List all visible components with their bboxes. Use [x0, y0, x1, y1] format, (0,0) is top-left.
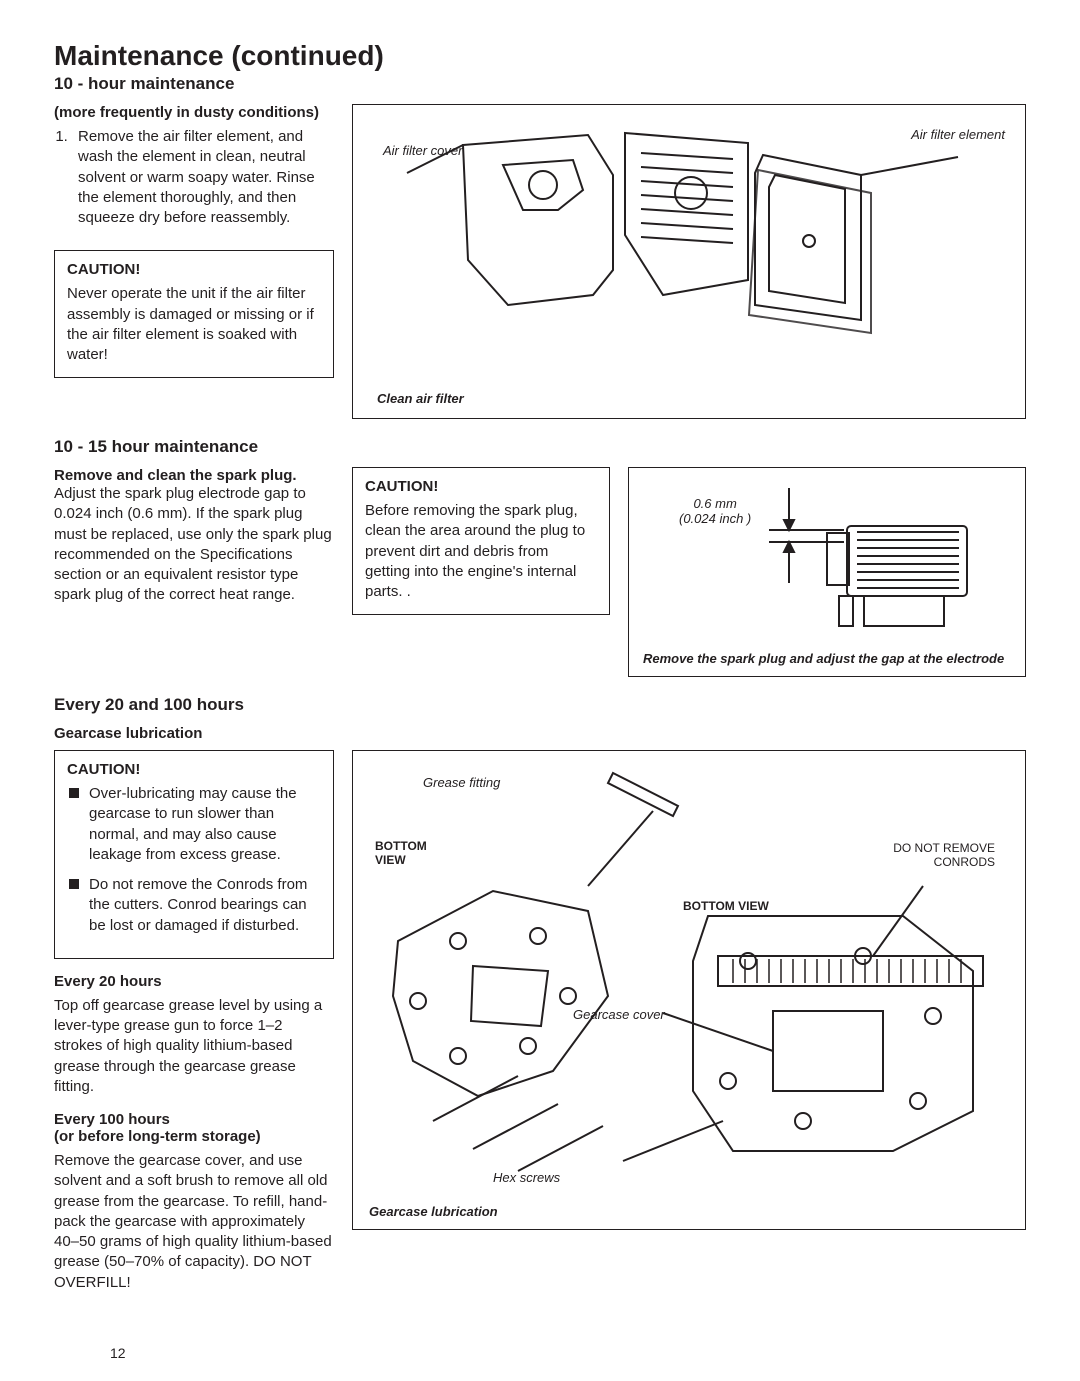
section-heading-10hr: 10 - hour maintenance: [54, 74, 1026, 94]
fig1-label-element: Air filter element: [911, 127, 1005, 142]
sec1-subhead: (more frequently in dusty conditions): [54, 104, 334, 121]
fig2-gap-in: (0.024 inch ): [679, 511, 751, 526]
caution-title-2: CAUTION!: [365, 478, 597, 495]
h-every100b: (or before long-term storage): [54, 1128, 334, 1145]
section-10hr: (more frequently in dusty conditions) Re…: [54, 104, 1026, 419]
gearcase-bullet-2: Do not remove the Conrods from the cutte…: [67, 875, 321, 936]
body-every20: Top off gearcase grease level by using a…: [54, 996, 334, 1097]
caution-title: CAUTION!: [67, 261, 321, 278]
caution-box-gearcase: CAUTION! Over-lubricating may cause the …: [54, 750, 334, 959]
caution-body-2: Before removing the spark plug, clean th…: [365, 501, 597, 602]
page-number: 12: [110, 1345, 126, 1361]
gearcase-bullet-1: Over-lubricating may cause the gearcase …: [67, 784, 321, 865]
body-every100: Remove the gearcase cover, and use solve…: [54, 1151, 334, 1293]
section-heading-20-100: Every 20 and 100 hours: [54, 695, 1026, 715]
caution-title-3: CAUTION!: [67, 761, 321, 778]
fig3-bottom2: BOTTOM VIEW: [683, 899, 769, 913]
fig3-cover: Gearcase cover: [573, 1007, 665, 1022]
fig3-hex: Hex screws: [493, 1170, 560, 1185]
section-heading-10-15hr: 10 - 15 hour maintenance: [54, 437, 1026, 457]
figure-gearcase: Grease fitting BOTTOM VIEW DO NOT REMOVE…: [352, 750, 1026, 1230]
fig3-grease: Grease fitting: [423, 775, 500, 790]
section-20-100: CAUTION! Over-lubricating may cause the …: [54, 750, 1026, 1293]
figure-air-filter: Air filter cover Air filter element Clea…: [352, 104, 1026, 419]
sec2-body: Adjust the spark plug electrode gap to 0…: [54, 484, 334, 606]
page-title: Maintenance (continued): [54, 40, 1026, 72]
fig1-label-cover: Air filter cover: [383, 143, 462, 158]
fig3-conrod1: DO NOT REMOVE: [893, 841, 995, 855]
caution-body: Never operate the unit if the air filter…: [67, 284, 321, 365]
sec2-subhead: Remove and clean the spark plug.: [54, 467, 334, 484]
caution-box-airfilter: CAUTION! Never operate the unit if the a…: [54, 250, 334, 378]
figure-spark-plug: 0.6 mm (0.024 inch ) Remove the spark pl…: [628, 467, 1026, 677]
h-every100a: Every 100 hours: [54, 1111, 334, 1128]
caution-box-sparkplug: CAUTION! Before removing the spark plug,…: [352, 467, 610, 615]
section-10-15hr: Remove and clean the spark plug. Adjust …: [54, 467, 1026, 677]
fig3-caption: Gearcase lubrication: [369, 1204, 498, 1219]
fig3-conrod2: CONRODS: [893, 855, 995, 869]
sec3-subhead: Gearcase lubrication: [54, 725, 1026, 742]
fig3-view1: VIEW: [375, 853, 427, 867]
fig2-gap-mm: 0.6 mm: [679, 496, 751, 511]
fig3-bottom1: BOTTOM: [375, 839, 427, 853]
sec1-step1: Remove the air filter element, and wash …: [72, 127, 334, 228]
fig1-caption: Clean air filter: [377, 391, 464, 406]
fig2-caption: Remove the spark plug and adjust the gap…: [643, 651, 1011, 666]
h-every20: Every 20 hours: [54, 973, 334, 990]
